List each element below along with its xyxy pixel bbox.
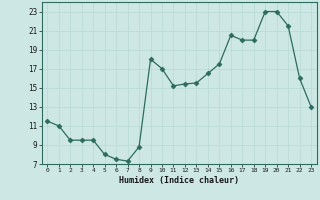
X-axis label: Humidex (Indice chaleur): Humidex (Indice chaleur) xyxy=(119,176,239,185)
